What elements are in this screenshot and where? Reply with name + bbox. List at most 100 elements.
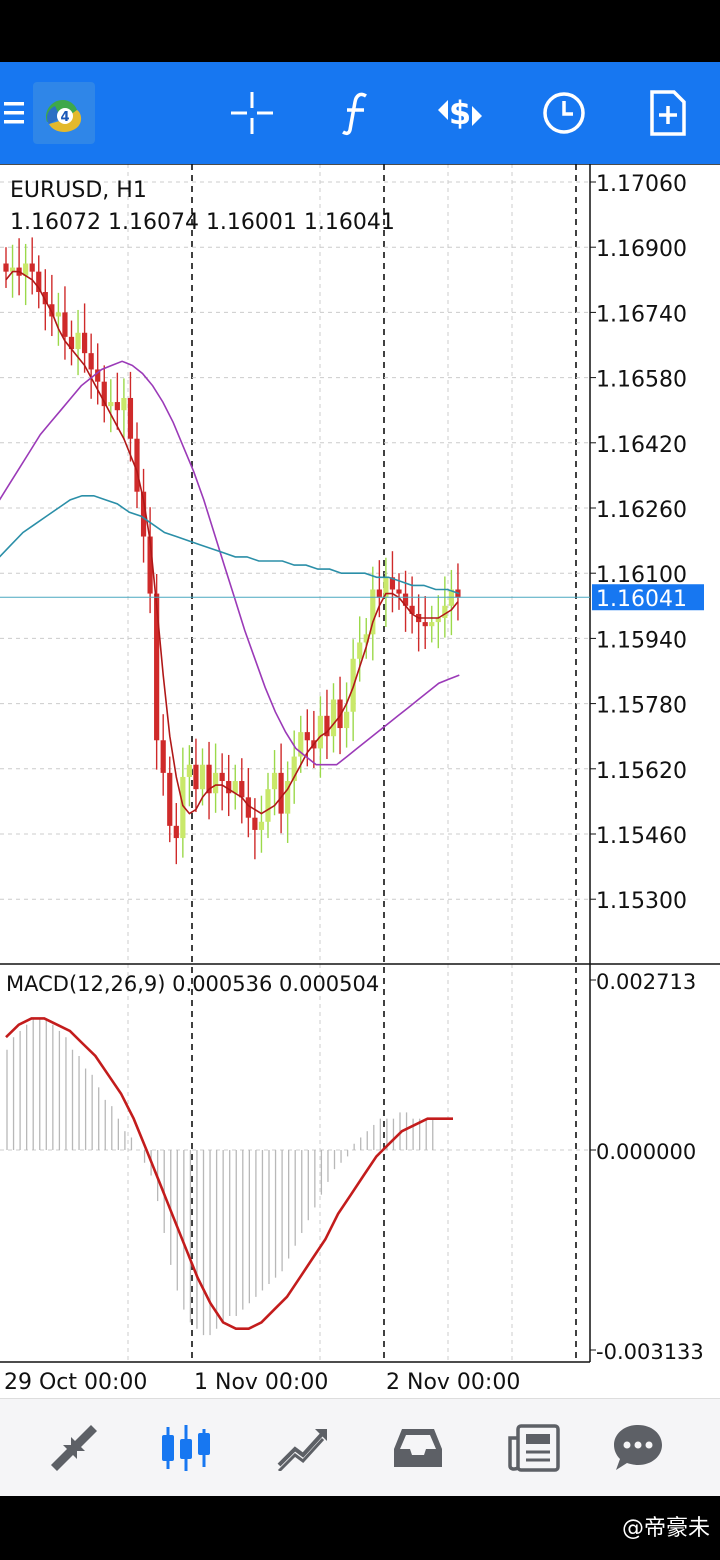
candle-body — [239, 781, 245, 798]
candle — [193, 738, 199, 812]
menu-icon[interactable] — [0, 62, 30, 164]
price-tick-label: 1.16580 — [596, 368, 687, 393]
candle — [101, 365, 107, 423]
candle-body — [213, 772, 219, 794]
candle-body — [140, 491, 147, 537]
price-chart[interactable]: 1.17060 1.16900 1.16740 1.16580 1.16420 1.162… — [0, 164, 720, 1398]
candle-body — [29, 263, 35, 272]
candle-body — [134, 438, 140, 492]
trade-icon[interactable] — [242, 1399, 362, 1497]
candle-body — [206, 764, 212, 794]
candle — [75, 309, 81, 376]
candle — [330, 683, 337, 753]
candle-body — [357, 642, 363, 659]
candle — [435, 595, 441, 649]
news-icon[interactable] — [474, 1399, 594, 1497]
candle — [219, 753, 225, 811]
candle-body — [376, 589, 382, 598]
candle-body — [88, 353, 94, 370]
candle-body — [422, 622, 428, 627]
time-axis-label: 29 Oct 00:00 — [4, 1370, 147, 1395]
price-tick-label: 1.17060 — [596, 172, 687, 197]
new-order-icon[interactable] — [638, 62, 698, 164]
price-tick-label: 1.15940 — [596, 628, 687, 653]
current-price-badge — [592, 584, 704, 611]
candle-body — [101, 381, 107, 407]
currency-exchange-icon[interactable]: $ — [428, 62, 492, 164]
price-tick-label: 1.15460 — [596, 824, 687, 849]
clock-icon[interactable] — [534, 62, 594, 164]
candle-body — [147, 536, 153, 594]
candle-body — [114, 402, 120, 411]
candle — [278, 743, 284, 834]
price-tick-label: 1.16900 — [596, 237, 687, 262]
candle-body — [42, 292, 48, 305]
bottom-navigation — [0, 1398, 720, 1497]
candle-body — [330, 699, 337, 737]
chart-icon[interactable] — [126, 1399, 246, 1497]
status-bar — [0, 0, 720, 62]
candle — [160, 714, 166, 796]
macd-tick-label: 0.000000 — [596, 1140, 696, 1164]
candle-body — [3, 263, 9, 272]
candle-body — [245, 797, 251, 818]
candle-body — [337, 699, 343, 729]
crosshair-icon[interactable] — [222, 62, 282, 164]
candle — [396, 573, 402, 610]
candle — [167, 756, 173, 843]
messages-icon[interactable] — [578, 1399, 698, 1497]
candle — [239, 758, 245, 824]
candle-body — [252, 817, 258, 830]
history-icon[interactable] — [358, 1399, 478, 1497]
candle — [311, 710, 317, 768]
candle-body — [193, 764, 199, 790]
candle — [3, 247, 9, 288]
candle — [258, 795, 265, 853]
candle — [121, 378, 127, 440]
candle-body — [278, 772, 284, 814]
candle — [344, 682, 350, 748]
candle — [213, 743, 219, 813]
candle — [206, 741, 212, 820]
candle-body — [285, 781, 291, 814]
candle-body — [291, 756, 297, 782]
candle — [416, 594, 422, 652]
candle — [252, 798, 258, 860]
candle — [245, 767, 251, 838]
candle — [29, 237, 35, 295]
candle-body — [317, 715, 323, 749]
candle-body — [36, 271, 42, 293]
moving-average-long — [0, 494, 460, 595]
function-f-icon[interactable] — [326, 62, 386, 164]
candle-body — [363, 634, 369, 643]
chart-area[interactable]: 1.17060 1.16900 1.16740 1.16580 1.16420 1.162… — [0, 164, 720, 1398]
macd-indicator-label: MACD(12,26,9) 0.000536 0.000504 — [6, 972, 380, 996]
macd-signal-line — [5, 1017, 453, 1330]
candle-body — [127, 397, 134, 439]
candle — [383, 557, 389, 627]
price-tick-label: 1.16740 — [596, 302, 687, 327]
candle-body — [429, 622, 435, 627]
time-axis-label: 1 Nov 00:00 — [194, 1370, 328, 1395]
candle — [429, 605, 435, 643]
app-logo-icon[interactable]: 4 — [32, 62, 96, 164]
candle-body — [442, 605, 448, 619]
candle — [285, 761, 291, 843]
candle-body — [173, 825, 179, 839]
candle — [357, 616, 363, 682]
candle — [232, 764, 238, 810]
candle-body — [95, 369, 101, 382]
watermark-text: @帝豪未 — [621, 1516, 710, 1541]
candle — [186, 745, 192, 807]
time-axis-label: 2 Nov 00:00 — [386, 1370, 520, 1395]
candle-body — [402, 593, 409, 606]
price-tick-label: 1.15300 — [596, 889, 687, 914]
candle — [265, 772, 271, 839]
quotes-icon[interactable] — [14, 1399, 134, 1497]
candle — [370, 566, 376, 661]
candle-body — [186, 764, 192, 777]
candle — [402, 570, 409, 632]
candle — [108, 379, 114, 433]
candle — [62, 286, 68, 360]
candle — [140, 468, 147, 563]
